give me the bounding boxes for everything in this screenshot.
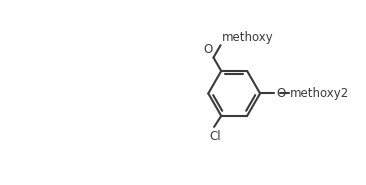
Text: O: O bbox=[276, 87, 285, 100]
Text: methoxy2: methoxy2 bbox=[290, 87, 349, 100]
Text: methoxy: methoxy bbox=[222, 31, 274, 44]
Text: O: O bbox=[203, 43, 212, 56]
Text: Cl: Cl bbox=[210, 130, 221, 143]
